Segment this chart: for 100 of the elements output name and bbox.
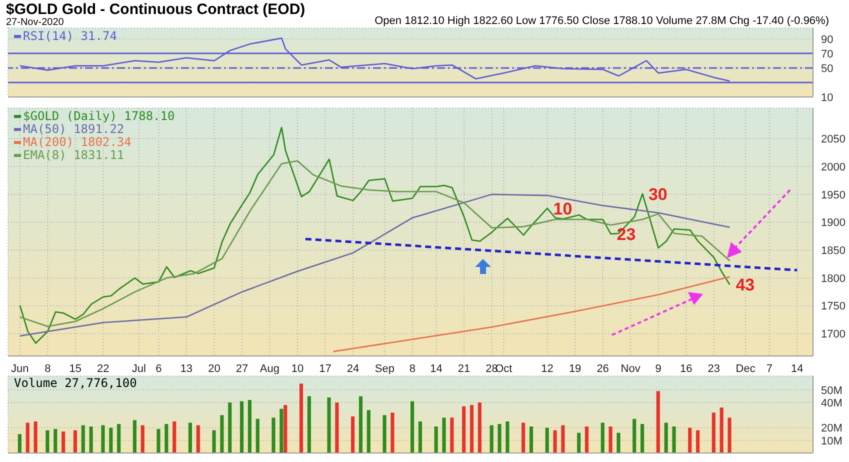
bar xyxy=(442,418,446,453)
y-tick-label: 10M xyxy=(821,435,842,448)
bar xyxy=(351,416,355,453)
bar xyxy=(101,425,105,453)
y-tick-label: 50M xyxy=(821,384,842,397)
bar xyxy=(117,424,121,453)
y-tick-label: 1800 xyxy=(821,272,846,285)
bar xyxy=(26,422,30,453)
x-tick-label: Jun xyxy=(11,362,29,375)
bar xyxy=(220,415,224,453)
bar xyxy=(478,402,482,453)
bar xyxy=(228,402,232,453)
bar xyxy=(712,412,716,453)
bar xyxy=(164,424,168,453)
annotation: 43 xyxy=(736,276,755,295)
bar xyxy=(335,402,339,453)
bar xyxy=(462,406,466,453)
x-tick-label: 22 xyxy=(97,362,110,375)
line-series xyxy=(332,276,730,352)
bar xyxy=(81,425,85,453)
bar xyxy=(256,418,260,453)
bar xyxy=(720,408,724,453)
bar xyxy=(89,426,93,453)
bar xyxy=(248,400,252,453)
x-tick-label: 6 xyxy=(156,362,162,375)
legend-label: RSI(14) 31.74 xyxy=(22,29,117,43)
y-tick-label: 20M xyxy=(821,422,842,435)
bar xyxy=(640,424,644,453)
bar xyxy=(545,428,549,453)
y-tick-label: 50 xyxy=(821,62,834,75)
text: Volume 27,776,100 xyxy=(14,376,137,390)
legend-label: MA(50) 1891.22 xyxy=(22,122,126,136)
bar xyxy=(46,430,50,453)
bar xyxy=(307,396,311,453)
bar xyxy=(284,405,288,453)
annotation: 10 xyxy=(553,199,572,218)
bar xyxy=(434,426,438,453)
x-tick-label: 26 xyxy=(596,362,609,375)
bar xyxy=(632,418,636,453)
chart-title: $GOLD Gold - Continuous Contract (EOD) xyxy=(6,1,306,18)
x-tick-label: 23 xyxy=(708,362,720,375)
x-tick-label: 19 xyxy=(568,362,582,375)
x-tick-label: 9 xyxy=(655,362,662,375)
bar xyxy=(410,401,414,453)
bar xyxy=(272,418,276,453)
bar xyxy=(109,428,113,453)
y-tick-label: 90 xyxy=(821,34,834,46)
bar xyxy=(358,396,363,453)
x-tick-label: 21 xyxy=(458,362,470,375)
bar xyxy=(490,425,494,453)
bar xyxy=(728,418,732,453)
x-tick-label: 20 xyxy=(208,362,220,375)
x-tick-label: 24 xyxy=(346,362,360,375)
legend-label: EMA(8) 1831.11 xyxy=(22,148,126,162)
bar xyxy=(212,430,216,453)
x-tick-label: 8 xyxy=(409,362,416,375)
bar xyxy=(327,397,331,453)
y-tick-label: 70 xyxy=(821,48,834,60)
annotation: 30 xyxy=(648,184,668,204)
bar xyxy=(506,421,510,453)
x-tick-label: 14 xyxy=(791,362,804,375)
y-tick-label: 2000 xyxy=(821,161,846,174)
x-tick-label: 27 xyxy=(236,362,248,375)
bar xyxy=(18,434,22,453)
bar xyxy=(196,425,200,453)
bar xyxy=(156,429,160,453)
text: Open 1812.10 High 1822.60 Low 1776.50 Close 1788.10 Volume 27.8M Chg -17.40 (-0.96%) xyxy=(374,15,829,27)
bar xyxy=(584,426,589,453)
x-tick-label: 14 xyxy=(430,362,442,375)
y-tick-label: 10 xyxy=(821,92,834,104)
y-tick-label: 1900 xyxy=(821,217,846,230)
y-tick-label: 1850 xyxy=(821,245,846,258)
bar xyxy=(34,421,38,453)
y-tick-label: 2050 xyxy=(821,134,846,146)
x-tick-label: 15 xyxy=(69,362,82,375)
bar xyxy=(608,426,612,453)
legend-label: $GOLD (Daily) 1788.10 xyxy=(22,109,175,123)
y-tick-label: 40M xyxy=(821,397,842,410)
x-tick-label: 8 xyxy=(44,362,51,375)
y-tick-label: 1750 xyxy=(821,300,846,313)
bar xyxy=(280,408,284,453)
x-tick-label: Jul xyxy=(132,362,146,375)
bar xyxy=(696,430,700,453)
x-tick-label: Aug xyxy=(260,362,280,375)
bar xyxy=(240,401,244,453)
bar xyxy=(73,430,77,453)
chart-subtitle: 27-Nov-2020 xyxy=(6,17,64,28)
bar xyxy=(62,432,66,453)
bar xyxy=(470,405,474,453)
x-tick-label: 16 xyxy=(680,362,692,375)
bar xyxy=(577,432,581,453)
x-tick-label: Sep xyxy=(374,362,395,375)
bar xyxy=(656,391,660,453)
bar xyxy=(561,425,565,453)
bar xyxy=(672,426,676,453)
bar xyxy=(132,420,136,453)
x-tick-label: 17 xyxy=(319,362,332,375)
bar xyxy=(54,429,58,453)
bar xyxy=(498,424,502,453)
annotation: 23 xyxy=(616,224,636,244)
